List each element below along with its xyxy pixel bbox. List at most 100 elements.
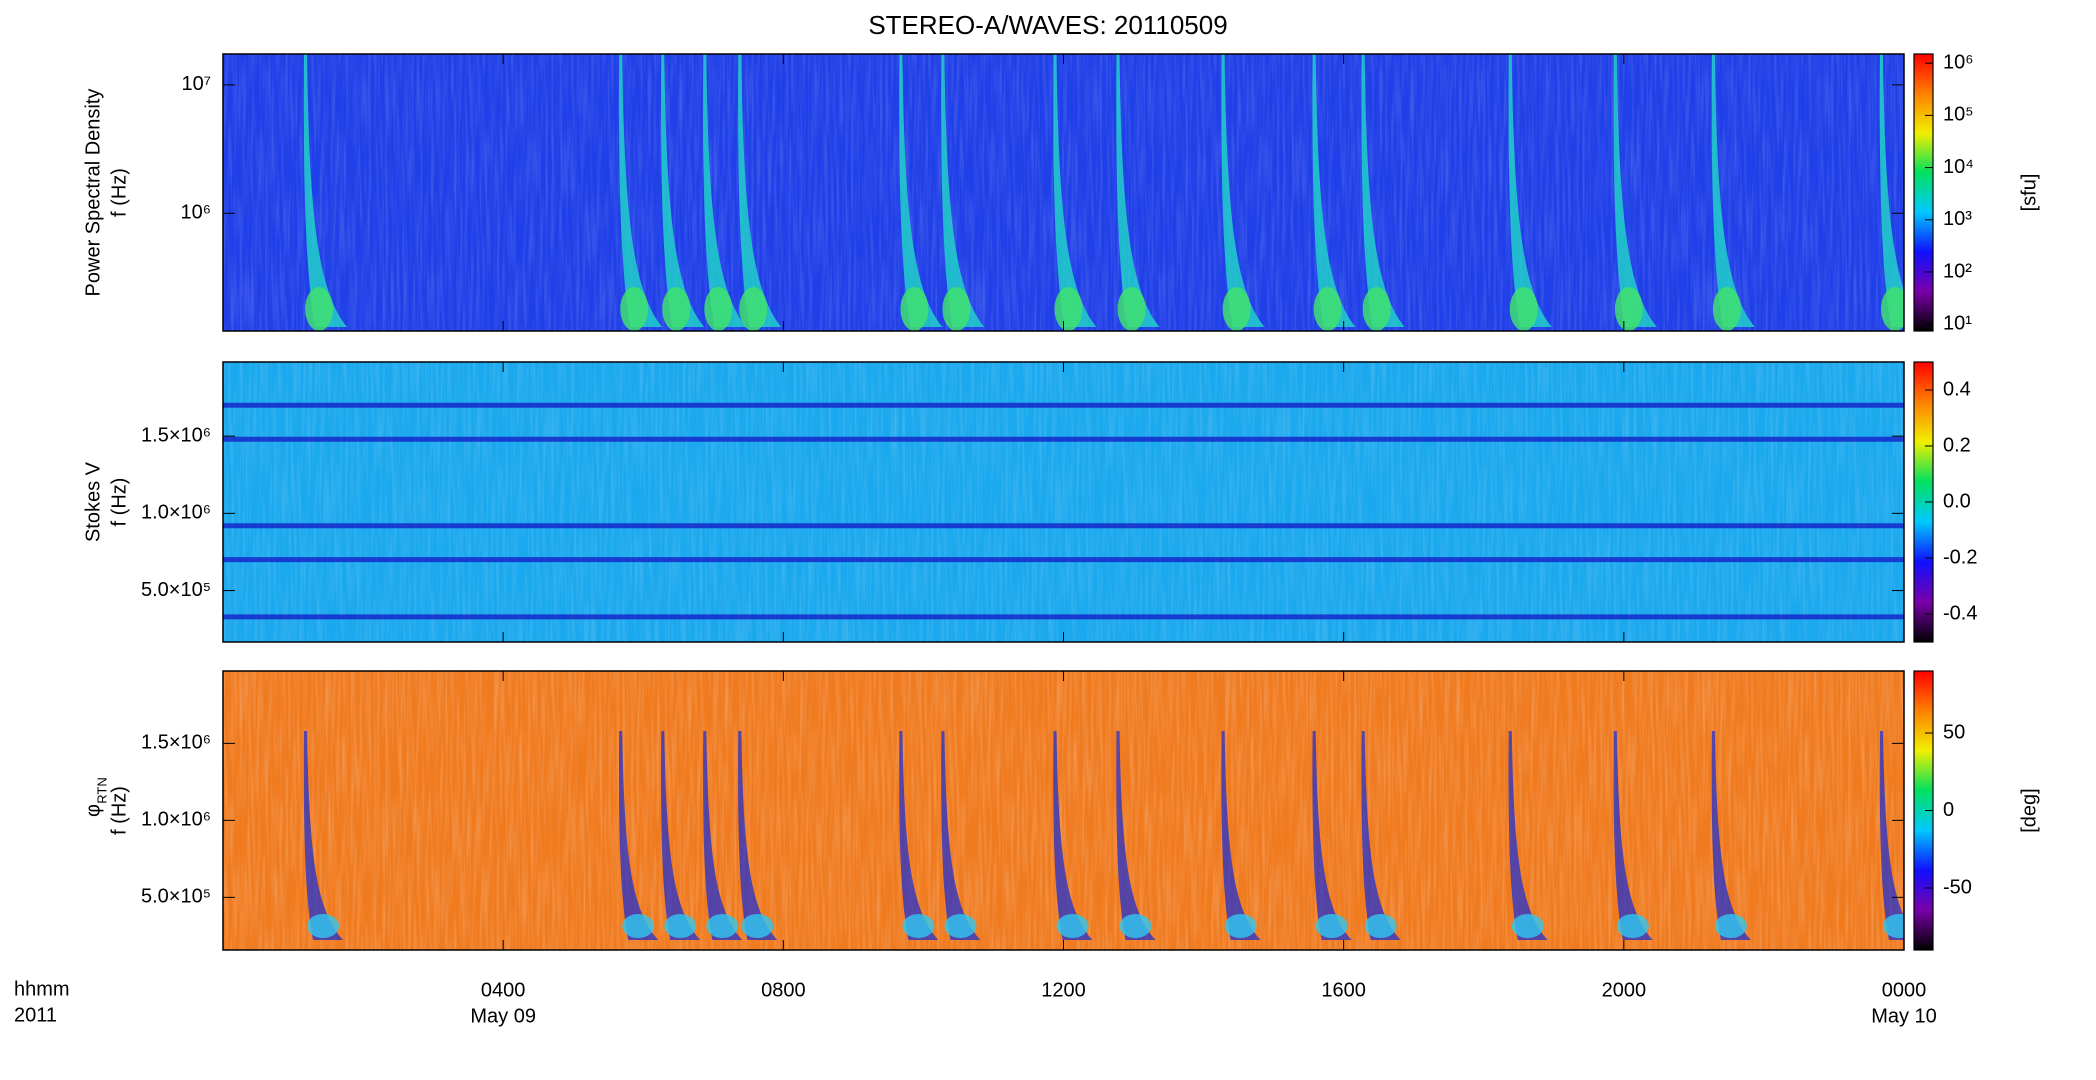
colorbar-tick-label: 50 [1943,721,1965,743]
colorbar-tick-label: 10³ [1943,208,1972,230]
y-axis-label: φ [82,804,104,817]
colorbar-tick-label: 10⁴ [1943,156,1974,178]
burst-phase-core [1882,914,1904,938]
burst-phase-core [741,914,774,938]
radio-burst [1312,54,1356,327]
burst-core [620,287,649,331]
burst-phase [1711,731,1751,940]
burst-core [1054,287,1083,331]
burst-core [704,287,733,331]
y-axis-label: f (Hz) [108,786,130,835]
burst-phase [661,731,701,940]
plot-area [223,54,1904,331]
colorbar-label: [sfu] [2018,174,2040,212]
burst-phase [738,731,778,940]
burst-phase-core [1364,914,1397,938]
colorbar-tick-label: 10⁶ [1943,51,1973,73]
radio-burst [1879,54,1904,327]
y-tick-label: 5.0×10⁵ [141,579,211,601]
burst-phase-core [944,914,977,938]
colorbar-tick-label: -0.2 [1943,546,1977,568]
burst-core [1712,287,1741,331]
burst-phase [941,731,981,940]
x-tick-label: 0400 [481,979,526,1001]
colorbar-tick-label: 0.0 [1943,490,1971,512]
burst-core [1362,287,1391,331]
radio-burst [941,54,985,327]
y-axis-label: f (Hz) [108,168,130,217]
colorbar-tick-label: 0.4 [1943,378,1971,400]
x-tick-label: 0800 [761,979,806,1001]
date-label: May 10 [1871,1005,1937,1027]
y-tick-label: 1.0×10⁶ [141,502,211,524]
burst-phase [899,731,939,940]
y-axis-label: Stokes V [82,461,104,542]
burst-core [900,287,929,331]
radio-burst [738,54,782,327]
burst-phase [1879,731,1904,940]
radio-burst [1053,54,1097,327]
burst-phase [1508,731,1548,940]
y-tick-label: 1.0×10⁶ [141,809,211,831]
radio-burst [1361,54,1405,327]
radio-burst [1508,54,1552,327]
burst-phase-core [1714,914,1747,938]
radio-burst [303,54,348,327]
burst-core [305,287,334,331]
y-tick-label: 1.5×10⁶ [141,732,211,754]
burst-core [662,287,691,331]
burst-phase [1116,731,1156,940]
y-axis-label: f (Hz) [108,478,130,527]
burst-phase-core [1224,914,1257,938]
colorbar-label: [deg] [2018,788,2040,832]
date-label: May 09 [470,1005,536,1027]
burst-phase [1613,731,1653,940]
y-tick-label: 10⁷ [182,73,211,95]
y-tick-label: 5.0×10⁵ [141,886,211,908]
burst-phase [1312,731,1352,940]
burst-phase-core [1315,914,1348,938]
colorbar-tick-label: 10⁵ [1943,104,1974,126]
burst-phase-core [902,914,935,938]
burst-phase [1361,731,1401,940]
burst-phase-core [622,914,655,938]
colorbar [1913,53,1934,332]
x-tick-label: 1200 [1041,979,1086,1001]
burst-phase-core [307,914,340,938]
colorbar-tick-label: -50 [1943,876,1972,898]
y-axis-label: Power Spectral Density [82,89,104,297]
burst-core [942,287,971,331]
x-axis-label: 2011 [14,1004,57,1026]
colorbar-tick-label: 0 [1943,799,1954,821]
radio-burst [661,54,705,327]
y-axis-label-subscript: RTN [94,777,109,803]
burst-core [739,287,768,331]
burst-phase [618,731,659,940]
plot-area [223,362,1904,642]
burst-phase-core [1511,914,1544,938]
x-axis-label: hhmm [14,978,70,1000]
x-tick-label: 0000 [1882,979,1927,1001]
burst-core [1117,287,1146,331]
y-tick-label: 10⁶ [181,202,211,224]
burst-phase [1053,731,1093,940]
burst-phase-core [1119,914,1152,938]
radio-burst [703,54,747,327]
radio-burst [619,54,663,327]
radio-burst [899,54,943,327]
colorbar-tick-label: 10² [1943,260,1972,282]
burst-phase [1221,731,1261,940]
burst-core [1313,287,1342,331]
burst-phase-core [1056,914,1089,938]
x-tick-label: 1600 [1321,979,1366,1001]
colorbar-tick-label: 0.2 [1943,434,1971,456]
burst-core [1614,287,1643,331]
burst-core [1509,287,1538,331]
burst-phase [703,731,743,940]
burst-core [1880,287,1904,331]
colorbar-tick-label: 10¹ [1943,312,1972,334]
radio-burst [1613,54,1657,327]
y-tick-label: 1.5×10⁶ [141,424,211,446]
chart-title: STEREO-A/WAVES: 20110509 [868,10,1227,40]
